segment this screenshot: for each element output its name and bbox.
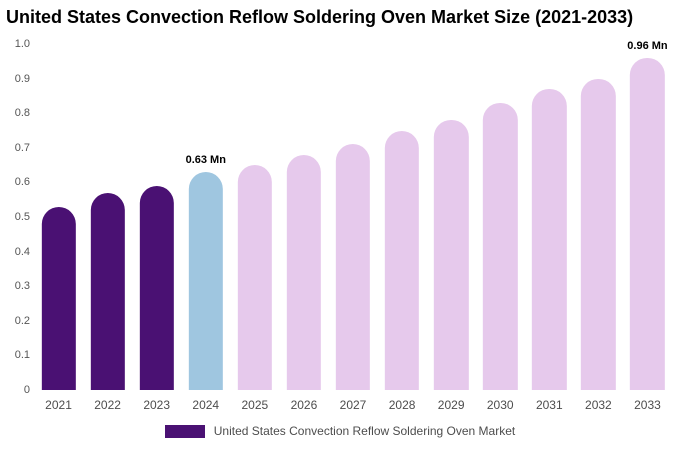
y-tick-label: 0 bbox=[23, 384, 30, 396]
bar-2023 bbox=[139, 185, 174, 390]
bar-column-2030: 2030 bbox=[476, 44, 525, 412]
bar-column-2023: 2023 bbox=[132, 44, 181, 412]
bar-column-2027: 2027 bbox=[328, 44, 377, 412]
bar-2021 bbox=[41, 206, 76, 390]
bar-2025 bbox=[237, 165, 273, 390]
bar-value-label-2033: 0.96 Mn bbox=[627, 39, 668, 52]
y-tick-label: 0.6 bbox=[14, 176, 30, 189]
plot-area: 2021 2022 2023 0.63 Mn 2024 2025 2026 2027 2028 2… bbox=[34, 40, 672, 412]
bar-2029 bbox=[433, 120, 469, 390]
x-axis-label-2021: 2021 bbox=[45, 398, 72, 412]
bar-column-2033: 0.96 Mn 2033 bbox=[623, 40, 672, 412]
x-axis-label-2032: 2032 bbox=[585, 398, 612, 412]
y-tick-label: 0.8 bbox=[14, 107, 30, 120]
bar-column-2028: 2028 bbox=[378, 44, 427, 412]
y-tick-label: 0.5 bbox=[14, 211, 30, 223]
x-axis-label-2025: 2025 bbox=[241, 398, 269, 412]
bar-2031 bbox=[532, 88, 567, 390]
y-tick-label: 0.3 bbox=[14, 280, 30, 293]
y-tick-label: 1.0 bbox=[14, 38, 30, 50]
bar-column-2031: 2031 bbox=[525, 44, 574, 412]
bar-column-2032: 2032 bbox=[574, 44, 623, 412]
bar-2028 bbox=[384, 130, 420, 390]
bar-2027 bbox=[335, 144, 371, 390]
x-axis-label-2029: 2029 bbox=[437, 398, 465, 412]
bar-column-2021: 2021 bbox=[34, 44, 83, 412]
y-tick-label: 0.1 bbox=[14, 349, 30, 362]
legend-swatch bbox=[164, 424, 205, 438]
x-axis-label-2030: 2030 bbox=[486, 398, 514, 412]
bar-2024 bbox=[188, 172, 223, 390]
x-axis-label-2022: 2022 bbox=[94, 398, 121, 412]
x-axis-label-2031: 2031 bbox=[535, 398, 563, 412]
bar-column-2024: 0.63 Mn 2024 bbox=[181, 44, 230, 412]
bar-value-label-2024: 0.63 Mn bbox=[185, 154, 226, 167]
legend-label: United States Convection Reflow Solderin… bbox=[213, 424, 516, 438]
y-tick-label: 0.9 bbox=[14, 72, 30, 85]
bar-2030 bbox=[483, 102, 518, 390]
y-axis: 0 0.1 0.2 0.3 0.4 0.5 0.6 0.7 0.8 0.9 1.0 bbox=[8, 38, 34, 396]
bar-2033 bbox=[630, 57, 665, 390]
y-tick-label: 0.7 bbox=[14, 141, 30, 154]
x-axis-label-2033: 2033 bbox=[634, 398, 661, 412]
bar-column-2022: 2022 bbox=[83, 44, 132, 412]
legend: United States Convection Reflow Solderin… bbox=[0, 424, 680, 438]
bar-2022 bbox=[90, 192, 125, 390]
bar-2032 bbox=[581, 78, 616, 390]
x-axis-label-2023: 2023 bbox=[143, 398, 171, 412]
bar-column-2025: 2025 bbox=[230, 44, 279, 412]
x-axis-label-2027: 2027 bbox=[339, 398, 367, 412]
x-axis-label-2024: 2024 bbox=[192, 398, 220, 412]
y-tick-label: 0.2 bbox=[14, 314, 30, 327]
bar-column-2029: 2029 bbox=[427, 44, 476, 412]
bar-2026 bbox=[286, 154, 322, 390]
bar-chart: 0 0.1 0.2 0.3 0.4 0.5 0.6 0.7 0.8 0.9 1.0 2021 2022… bbox=[8, 38, 672, 412]
x-axis-label-2026: 2026 bbox=[290, 398, 318, 412]
bar-column-2026: 2026 bbox=[279, 44, 328, 412]
x-axis-label-2028: 2028 bbox=[388, 398, 416, 412]
y-tick-label: 0.4 bbox=[14, 245, 30, 258]
chart-title: United States Convection Reflow Solderin… bbox=[6, 7, 634, 27]
